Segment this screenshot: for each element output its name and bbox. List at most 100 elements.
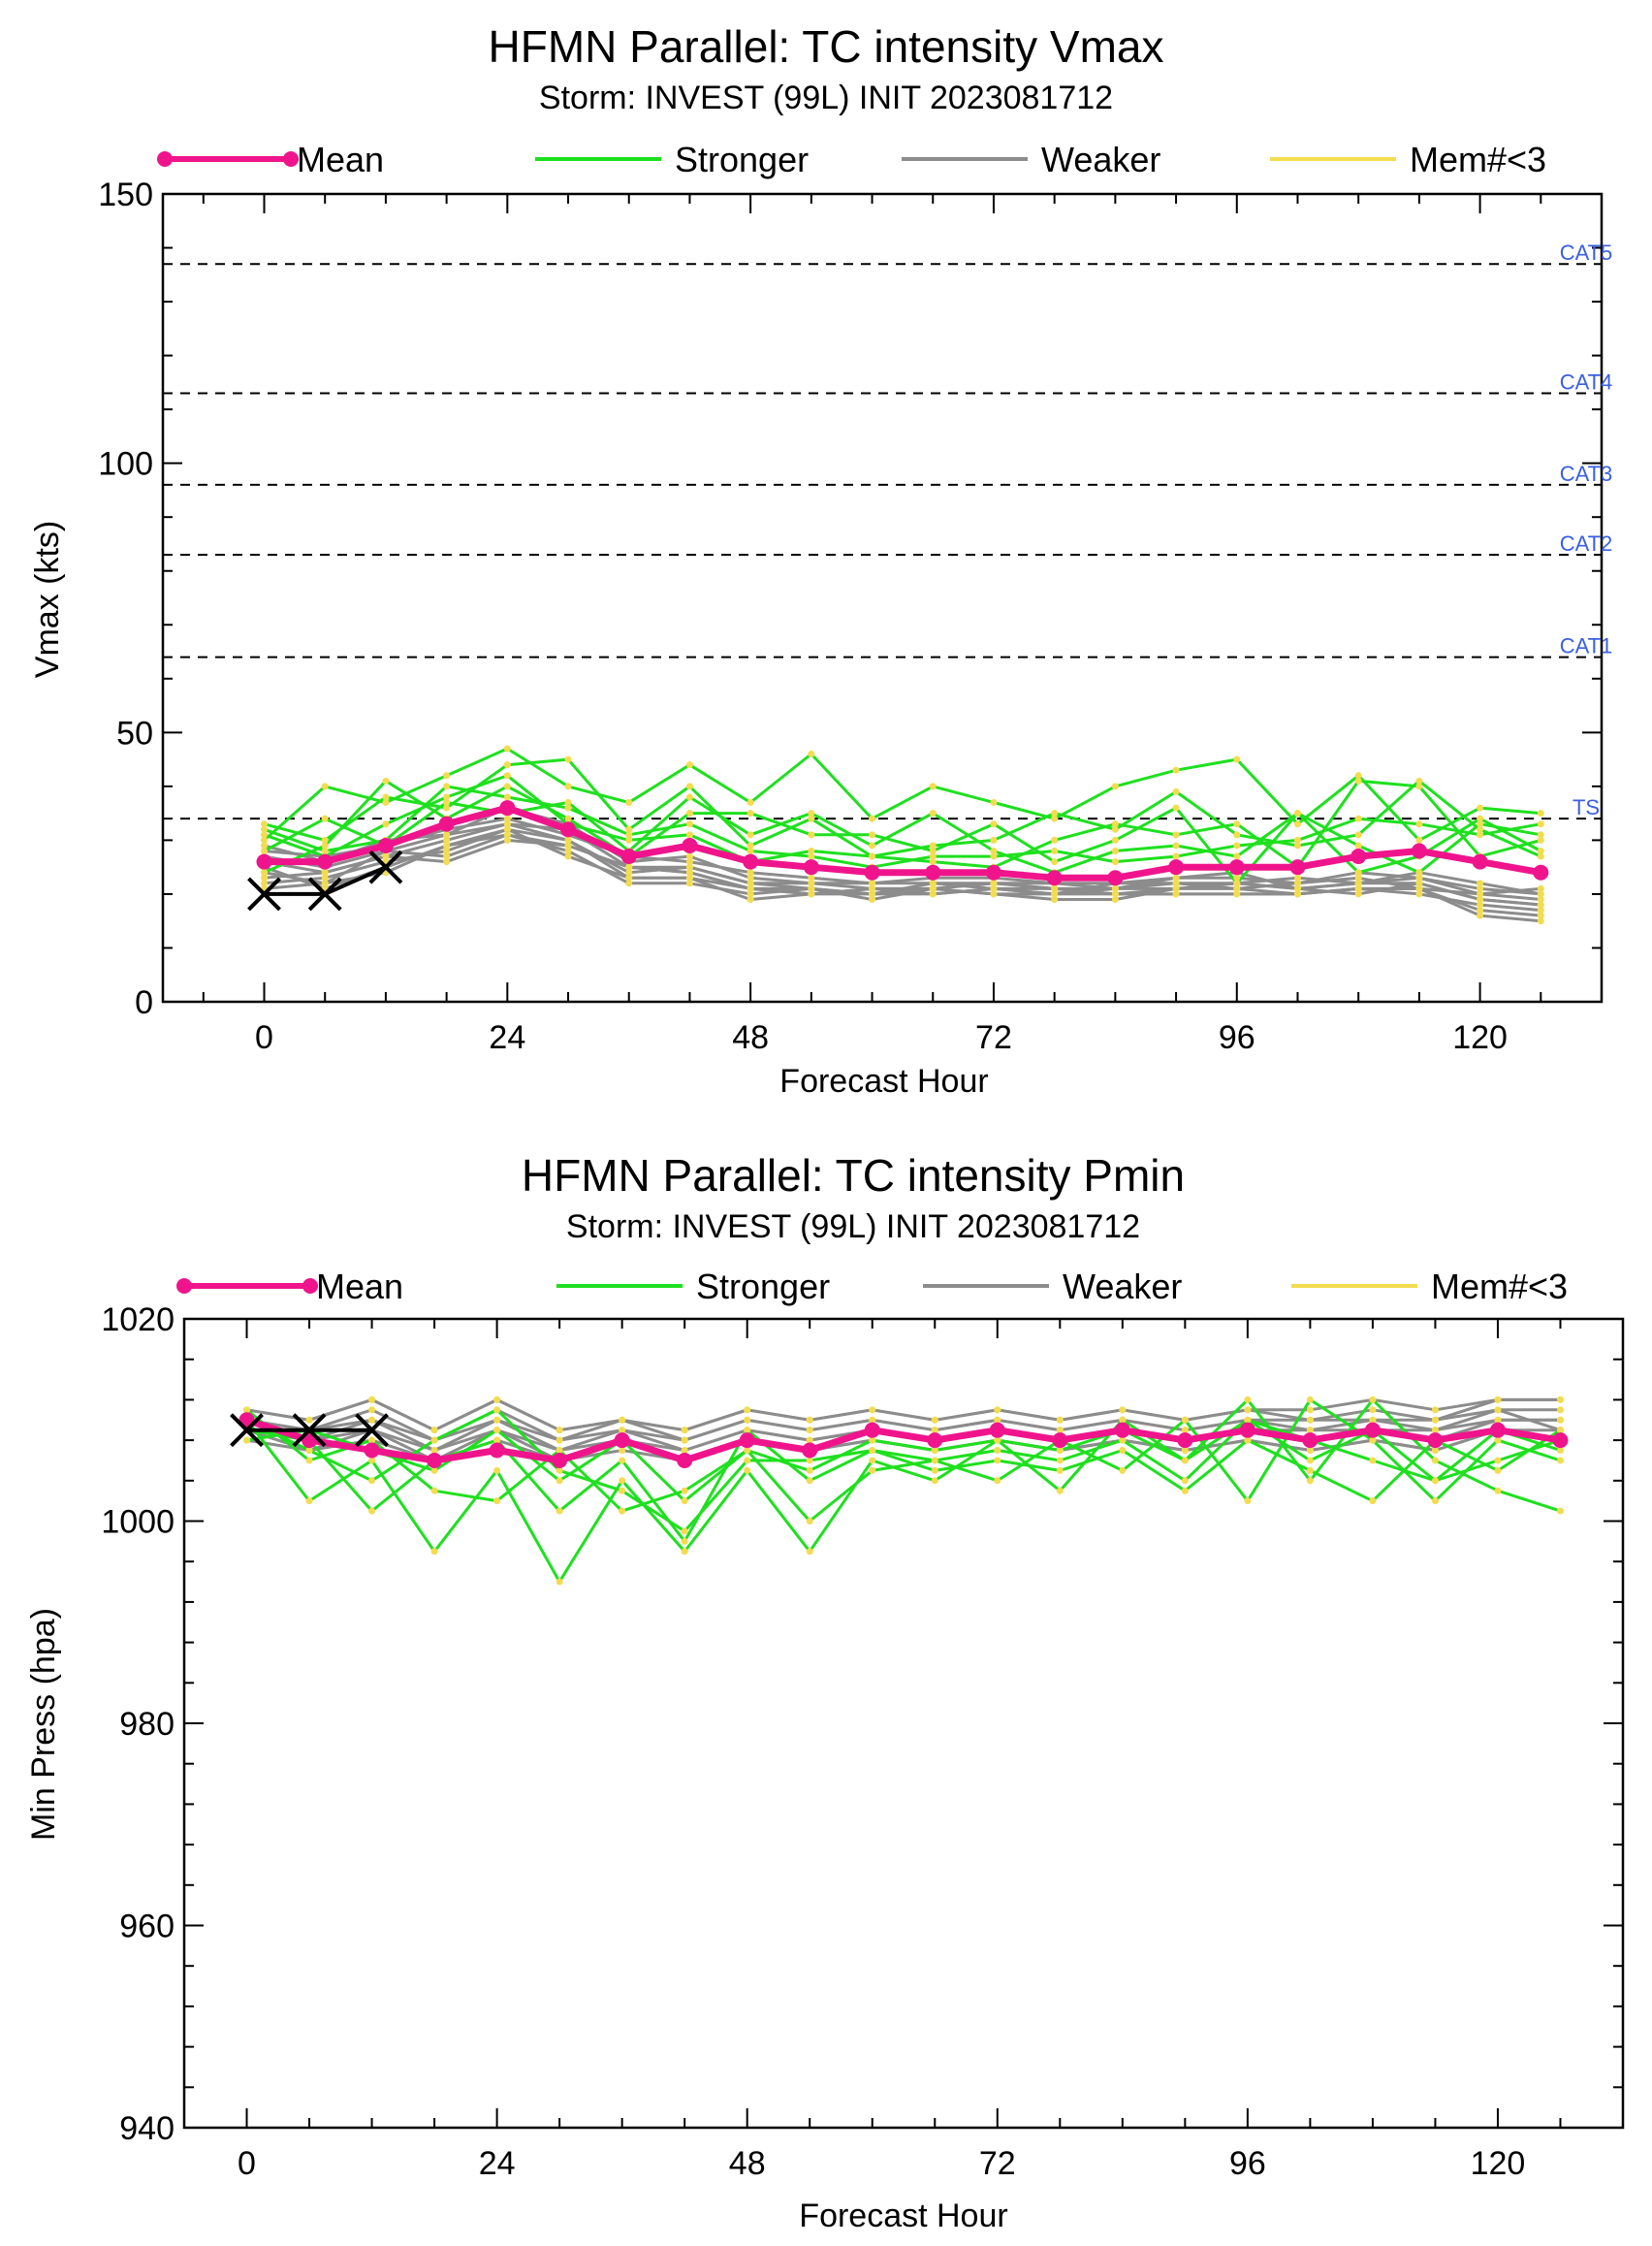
member-point	[619, 1457, 626, 1464]
member-point	[1056, 1416, 1064, 1424]
mean-line	[264, 804, 1541, 882]
member-point	[869, 1406, 876, 1414]
x-tick-label: 48	[732, 1019, 769, 1056]
member-point	[625, 880, 633, 887]
member-point	[747, 831, 754, 839]
member-point	[1537, 848, 1544, 855]
member-point	[931, 1427, 938, 1434]
mean-point	[743, 853, 759, 870]
member-point	[1111, 890, 1119, 898]
member-point	[1056, 1457, 1064, 1464]
member-point	[1556, 1406, 1564, 1414]
axis-ticks: 0 24 48 72 96 120 0 50 100 150	[98, 176, 1603, 1056]
mean-point	[803, 859, 819, 876]
member-point	[321, 815, 329, 822]
member-point	[806, 1548, 813, 1556]
mean-point	[1411, 843, 1427, 859]
member-point	[1354, 831, 1362, 839]
member-point	[931, 1447, 938, 1455]
member-point	[869, 831, 876, 839]
member-point	[382, 777, 390, 785]
chart-subtitle: Storm: INVEST (99L) INIT 2023081712	[539, 80, 1113, 116]
member-point	[556, 1427, 563, 1434]
member-point	[243, 1436, 251, 1444]
mean-point	[489, 1442, 505, 1459]
mean-point	[256, 853, 272, 870]
member-point	[1111, 848, 1119, 855]
member-point	[1306, 1447, 1314, 1455]
member-point	[1244, 1436, 1252, 1444]
member-point	[1537, 831, 1544, 839]
member-point	[1354, 874, 1362, 882]
member-point	[1172, 890, 1180, 898]
member-point	[808, 751, 815, 758]
member-point	[261, 874, 269, 882]
member-point	[556, 1477, 563, 1485]
member-point	[382, 799, 390, 807]
member-point	[1172, 787, 1180, 795]
legend-mem-label: Mem#<3	[1410, 140, 1546, 179]
member-point	[681, 1527, 688, 1535]
member-point	[1537, 836, 1544, 844]
plot-frame	[161, 192, 1604, 1004]
member-point	[503, 783, 511, 790]
member-point	[368, 1396, 376, 1403]
mean-point	[364, 1442, 380, 1459]
member-point	[1477, 895, 1484, 903]
member-point	[1477, 831, 1484, 839]
member-point	[1056, 1487, 1064, 1494]
member-point	[1556, 1457, 1564, 1464]
member-point	[747, 848, 754, 855]
member-point	[564, 842, 572, 850]
member-point	[869, 852, 876, 860]
member-point	[443, 804, 451, 812]
member-point	[625, 831, 633, 839]
member-point	[1306, 1457, 1314, 1464]
member-point	[1477, 884, 1484, 892]
member-point	[1051, 810, 1059, 818]
member-point	[1431, 1477, 1439, 1485]
member-point	[443, 772, 451, 780]
member-point	[1172, 852, 1180, 860]
member-point	[1537, 890, 1544, 898]
mean-point	[1472, 853, 1488, 870]
x-tick-label: 96	[1229, 2145, 1266, 2182]
member-point	[994, 1436, 1001, 1444]
member-point	[261, 842, 269, 850]
mean-point	[985, 864, 1001, 881]
mean-point	[552, 1452, 568, 1468]
member-point	[1477, 825, 1484, 833]
member-point	[869, 1416, 876, 1424]
member-point	[1354, 815, 1362, 822]
member-point	[681, 1487, 688, 1494]
member-point	[1354, 884, 1362, 892]
member-point	[808, 815, 815, 822]
member-point	[990, 852, 998, 860]
series-lines	[247, 745, 1549, 925]
member-point	[685, 852, 693, 860]
member-point	[443, 799, 451, 807]
member-point	[806, 1466, 813, 1474]
threshold-label: CAT1	[1560, 634, 1613, 658]
observed-marker	[247, 877, 281, 912]
x-tick-label: 0	[255, 1019, 273, 1056]
member-point	[1556, 1396, 1564, 1403]
member-point	[1119, 1436, 1127, 1444]
legend-mean-marker	[302, 1278, 318, 1294]
member-point	[1119, 1406, 1127, 1414]
member-point	[1051, 895, 1059, 903]
y-axis-label: Min Press (hpa)	[25, 1608, 62, 1841]
member-point	[685, 831, 693, 839]
x-axis-label: Forecast Hour	[779, 1063, 988, 1100]
member-point	[1369, 1457, 1377, 1464]
member-point	[493, 1427, 501, 1434]
member-point	[261, 880, 269, 887]
observed-marker	[368, 850, 403, 884]
member-point	[1119, 1416, 1127, 1424]
member-point	[443, 848, 451, 855]
member-point	[685, 858, 693, 866]
member-point	[1431, 1427, 1439, 1434]
member-point	[1537, 884, 1544, 892]
x-tick-label: 72	[979, 2145, 1016, 2182]
member-point	[808, 884, 815, 892]
